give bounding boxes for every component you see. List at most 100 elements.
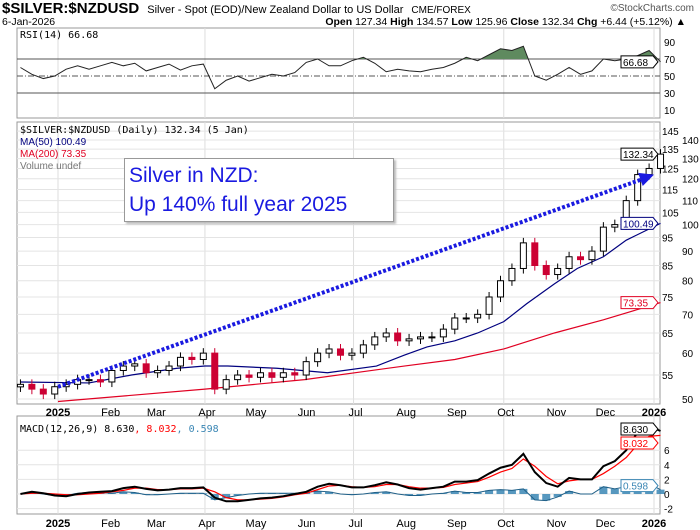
- signal-badge-box: [620, 436, 659, 450]
- histogram-outline: [20, 481, 661, 502]
- ma200-badge-box: [620, 296, 659, 310]
- chg-label: Chg: [576, 16, 598, 28]
- candle-body: [645, 167, 653, 176]
- x-tick-label: Oct: [497, 518, 514, 530]
- last-price-badge-box: [620, 147, 659, 161]
- candle-body: [497, 280, 505, 298]
- trend-arrow-head: [638, 172, 654, 186]
- macd-tick-label: -2: [664, 505, 673, 516]
- x-tick-label: Dec: [596, 407, 616, 419]
- candle-body: [485, 296, 493, 315]
- symbol-description: Silver - Spot (EOD)/New Zealand Dollar t…: [147, 4, 404, 16]
- rsi-value-badge: 66.68: [623, 58, 648, 69]
- candle-body: [394, 332, 402, 342]
- x-tick-label: Aug: [396, 407, 416, 419]
- price-tick-label: 95: [662, 234, 674, 245]
- candle-body: [462, 317, 470, 320]
- x-tick-label: Jul: [349, 518, 363, 530]
- candle-body: [268, 372, 276, 378]
- ma50-badge-box: [620, 216, 659, 230]
- macd-histogram-bar: [656, 489, 665, 494]
- candle-body: [165, 365, 173, 371]
- macd-histogram-bar: [119, 491, 128, 494]
- candle-body: [439, 328, 447, 338]
- x-tick-label: 2026: [642, 518, 666, 530]
- x-tick-label: Jun: [298, 407, 316, 419]
- candle-body: [222, 379, 230, 390]
- low-value: 125.96: [475, 16, 508, 28]
- rsi-tick-label: 10: [664, 106, 676, 117]
- rsi-tick-label: 90: [664, 38, 676, 49]
- candle-body: [131, 363, 139, 367]
- candle-body: [588, 250, 596, 261]
- signal-badge: 8.032: [623, 439, 648, 450]
- x-tick-label: Nov: [547, 407, 567, 419]
- rsi-legend: RSI(14) 66.68: [20, 30, 98, 41]
- price-tick-label: 100: [682, 221, 699, 232]
- x-tick-label: May: [246, 407, 267, 419]
- price-tick-label: 75: [662, 293, 674, 304]
- price-tick-label: 140: [682, 136, 699, 147]
- x-tick-label: Apr: [198, 407, 215, 419]
- candle-body: [416, 336, 424, 340]
- candle-body: [199, 352, 207, 360]
- macd-histogram-bar: [610, 488, 619, 494]
- price-tick-label: 70: [682, 310, 694, 321]
- macd-legend-legend: MACD(12,26,9) 8.630: [20, 424, 134, 435]
- open-value: 127.34: [355, 16, 388, 28]
- x-tick-label: Sep: [447, 518, 467, 530]
- candle-body: [16, 383, 24, 388]
- copyright[interactable]: ©StockCharts.com: [610, 3, 694, 14]
- macd-histogram-bar: [542, 494, 551, 501]
- macd-histogram-bar: [565, 491, 574, 494]
- x-tick-label: 2025: [46, 518, 70, 530]
- candle-body: [474, 313, 482, 319]
- open-label: Open: [325, 16, 353, 28]
- price-tick-label: 145: [662, 127, 679, 138]
- candle-body: [531, 242, 539, 266]
- histogram-badge: 0.598: [623, 482, 648, 493]
- price-tick-label: 85: [662, 261, 674, 272]
- price-tick-label: 90: [682, 247, 694, 258]
- candle-body: [211, 352, 219, 390]
- macd-histogram-bar: [496, 489, 505, 494]
- macd-histogram-bar: [130, 492, 139, 494]
- ohlc-summary: Open 127.34 High 134.57 Low 125.96 Close…: [325, 16, 686, 28]
- macd-histogram-bar: [325, 491, 334, 494]
- price-tick-label: 105: [662, 208, 679, 219]
- candle-body: [519, 242, 527, 269]
- macd-histogram-bar: [553, 494, 562, 497]
- macd-histogram-bar: [462, 492, 471, 494]
- x-tick-label: Aug: [396, 518, 416, 530]
- low-label: Low: [451, 16, 473, 28]
- candle-body: [371, 336, 379, 346]
- candle-body: [325, 348, 333, 354]
- x-tick-label: Mar: [147, 518, 166, 530]
- ma50-line: [20, 222, 661, 384]
- x-tick-label: Nov: [547, 518, 567, 530]
- macd-histogram-bar: [485, 490, 494, 494]
- high-value: 134.57: [416, 16, 449, 28]
- candle-body: [256, 372, 264, 378]
- x-tick-label: Jul: [349, 407, 363, 419]
- rsi-line: [20, 45, 661, 90]
- candle-body: [314, 352, 322, 363]
- macd-legend-hist_legend: , 0.598: [177, 424, 219, 435]
- ma200-line: [57, 302, 661, 403]
- candle-body: [51, 386, 59, 395]
- candle-body: [245, 374, 253, 378]
- macd-histogram-bar: [233, 494, 242, 496]
- candle-body: [336, 348, 344, 356]
- x-tick-label: Feb: [101, 407, 120, 419]
- macd-badge-box: [620, 422, 659, 436]
- candle-body: [382, 332, 390, 338]
- macd-histogram-bar: [416, 494, 425, 496]
- candle-body: [634, 174, 642, 202]
- last-price-badge: 132.34: [623, 150, 654, 161]
- candle-body: [291, 372, 299, 376]
- candle-body: [108, 369, 116, 383]
- candle-body: [85, 379, 93, 382]
- price-tick-label: 60: [682, 349, 694, 360]
